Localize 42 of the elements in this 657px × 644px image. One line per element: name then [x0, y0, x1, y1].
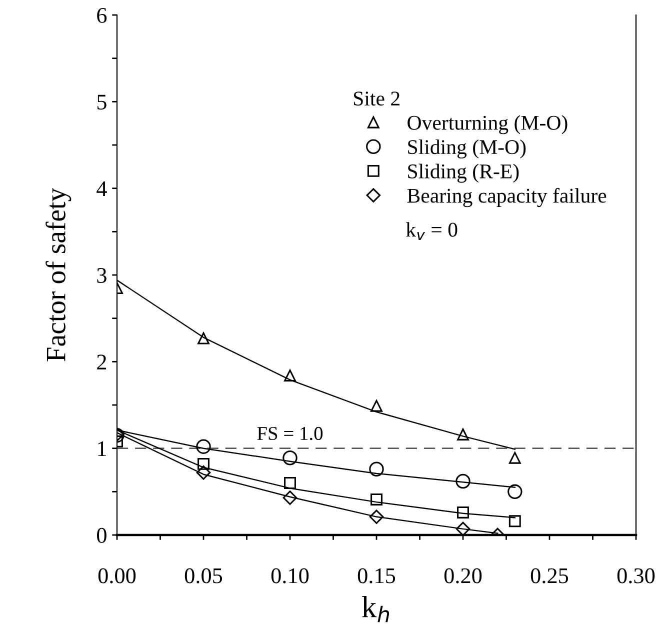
y-tick-label: 6 — [97, 8, 107, 23]
point — [508, 484, 522, 500]
legend-label: Sliding (M-O) — [408, 139, 526, 158]
x-tick-label: 0.20 — [444, 568, 482, 584]
point — [370, 400, 382, 412]
point — [457, 428, 469, 440]
point — [284, 477, 296, 489]
point — [196, 439, 211, 454]
point — [369, 510, 384, 524]
y-tick-label: 0 — [97, 528, 106, 543]
legend-title: Site 2 — [354, 92, 400, 106]
point — [282, 490, 298, 505]
x-tick-label: 0.15 — [358, 568, 396, 584]
point — [198, 332, 210, 344]
point — [282, 450, 298, 466]
point — [198, 458, 210, 470]
y-tick-label: 4 — [96, 181, 107, 196]
x-tick-label: 0.00 — [98, 568, 136, 584]
point — [508, 515, 521, 528]
x-tick-label: 0.25 — [530, 568, 568, 584]
point — [370, 493, 382, 506]
ref-line-label: FS = 1.0 — [257, 426, 323, 440]
y-tick-label: 2 — [97, 354, 106, 370]
y-tick-label: 5 — [97, 94, 106, 110]
y-tick-label: 1 — [98, 441, 106, 456]
point — [456, 474, 470, 489]
point — [369, 462, 384, 476]
x-axis-title: k$_{h}$ — [362, 596, 390, 622]
legend-label: Bearing capacity failure — [407, 188, 606, 208]
point — [284, 370, 296, 382]
y-tick-label: 3 — [97, 268, 106, 283]
x-tick-label: 0.05 — [184, 568, 222, 584]
point — [196, 465, 211, 480]
x-tick-label: 0.30 — [617, 568, 655, 584]
y-axis-title: Factor of safety — [46, 188, 72, 362]
point — [508, 452, 521, 464]
annotation: k$_{v}$ = 0 — [406, 222, 458, 240]
point — [456, 522, 470, 535]
x-tick-label: 0.10 — [271, 568, 309, 584]
legend-label: Sliding (R-E) — [408, 164, 519, 183]
point — [457, 506, 469, 518]
legend-label: Overturning (M-O) — [408, 115, 568, 134]
